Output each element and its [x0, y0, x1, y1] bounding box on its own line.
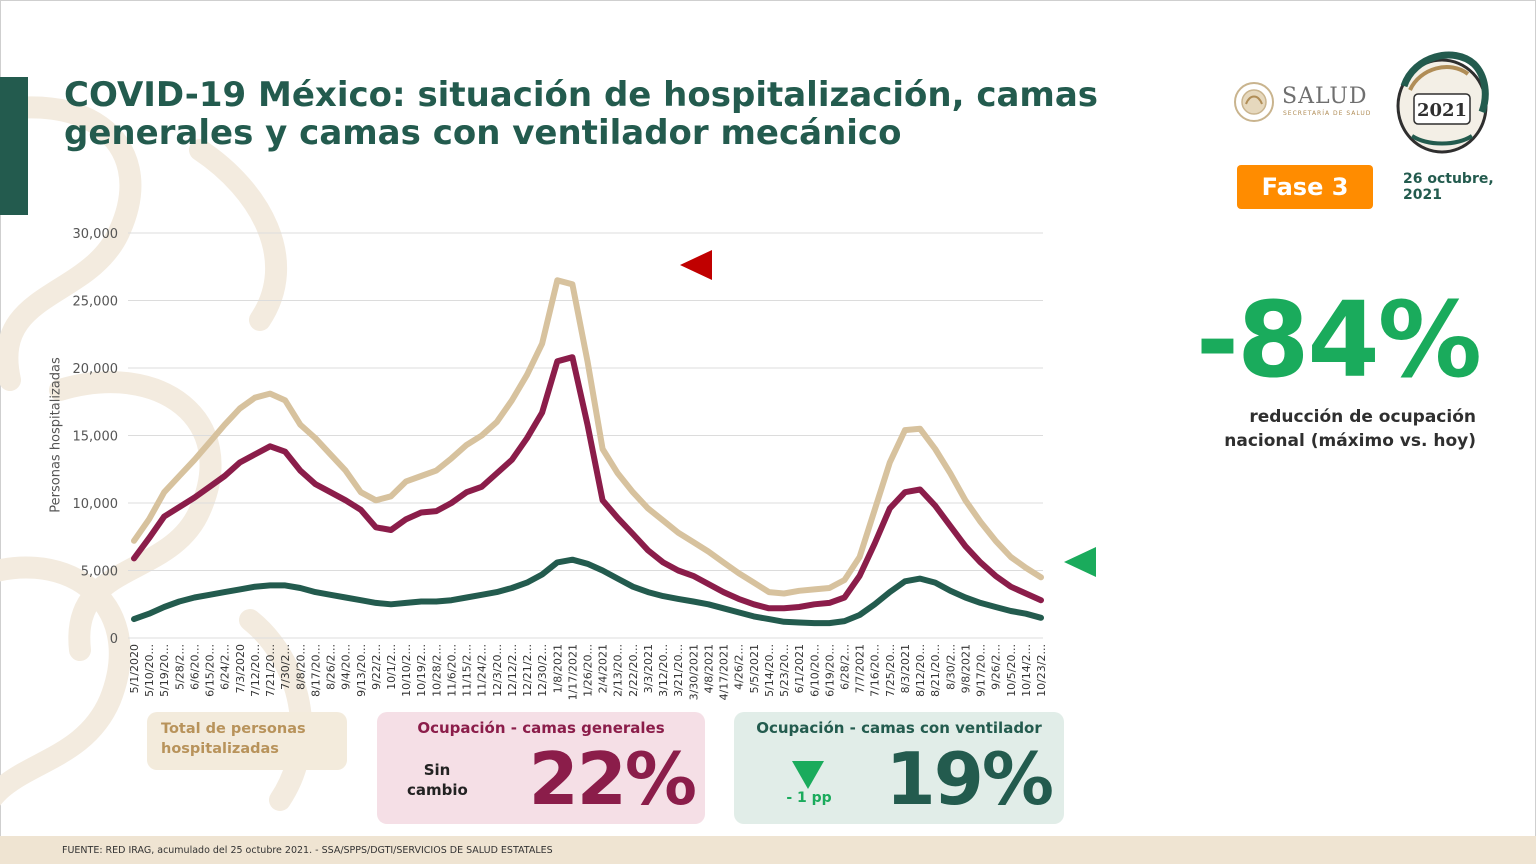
x-tick-label: 5/19/20...: [158, 644, 171, 697]
x-tick-label: 8/12/20...: [914, 644, 927, 697]
x-tick-label: 9/8/2021: [959, 644, 972, 693]
decrease-marker-icon: [1064, 547, 1096, 577]
x-tick-label: 10/23/2...: [1035, 644, 1048, 697]
y-tick-label: 30,000: [73, 227, 119, 242]
general-beds-value: 22%: [528, 737, 697, 821]
x-tick-label: 4/17/2021: [718, 644, 731, 700]
down-arrow-icon: [792, 761, 824, 789]
legend-total-label: Total de personas hospitalizadas: [161, 721, 306, 757]
salud-logo-text: SALUD: [1282, 84, 1368, 109]
x-tick-label: 10/14/2...: [1020, 644, 1033, 697]
series-line-total: [131, 277, 1044, 597]
x-tick-label: 3/3/2021: [642, 644, 655, 693]
svg-text:2021: 2021: [1417, 100, 1467, 121]
x-tick-label: 3/21/20...: [672, 644, 685, 697]
salud-logo-subtext: SECRETARÍA DE SALUD: [1283, 110, 1372, 117]
x-tick-label: 9/13/20...: [355, 644, 368, 697]
x-tick-label: 8/17/20...: [309, 644, 322, 697]
phase-badge: Fase 3: [1237, 165, 1373, 209]
x-tick-label: 6/6/20...: [188, 644, 201, 690]
ventilator-beds-value: 19%: [885, 737, 1054, 821]
footer: FUENTE: RED IRAG, acumulado del 25 octub…: [0, 836, 1536, 864]
x-tick-label: 3/12/20...: [657, 644, 670, 697]
x-tick-label: 3/30/2021: [687, 644, 700, 700]
ventilator-beds-label: Ocupación - camas con ventilador: [756, 719, 1042, 737]
x-tick-label: 1/26/20...: [582, 644, 595, 697]
x-tick-label: 10/10/2...: [400, 644, 413, 697]
ventilator-beds-box: Ocupación - camas con ventilador - 1 pp …: [734, 712, 1064, 824]
x-tick-label: 7/3/2020: [234, 644, 247, 693]
x-tick-label: 6/15/20...: [204, 644, 217, 697]
x-tick-label: 12/21/2...: [521, 644, 534, 697]
x-tick-label: 7/25/20...: [884, 644, 897, 697]
x-tick-label: 4/26/2...: [733, 644, 746, 690]
background-pattern: [0, 96, 313, 811]
x-tick-label: 2/4/2021: [597, 644, 610, 693]
x-tick-label: 8/21/20...: [929, 644, 942, 697]
mexico-2021-logo: 2021: [1396, 51, 1489, 154]
x-tick-label: 8/30/2...: [944, 644, 957, 690]
x-tick-label: 8/26/2...: [325, 644, 338, 690]
y-tick-label: 20,000: [73, 362, 119, 377]
x-tick-label: 8/8/20...: [294, 644, 307, 690]
x-tick-label: 12/12/2...: [506, 644, 519, 697]
x-tick-label: 4/8/2021: [702, 644, 715, 693]
kpi-reduction-description: reducción de ocupación nacional (máximo …: [1224, 407, 1476, 451]
x-tick-label: 5/23/20...: [778, 644, 791, 697]
x-tick-label: 11/24/2...: [476, 644, 489, 697]
x-tick-label: 5/5/2021: [748, 644, 761, 693]
salud-logo: [1234, 82, 1274, 122]
x-tick-label: 2/22/20...: [627, 644, 640, 697]
x-tick-label: 5/10/20...: [143, 644, 156, 697]
x-tick-label: 11/6/20...: [445, 644, 458, 697]
y-tick-label: 5,000: [81, 565, 118, 580]
x-tick-label: 10/19/2...: [415, 644, 428, 697]
series-line-general: [131, 354, 1044, 612]
x-tick-label: 6/1/2021: [793, 644, 806, 693]
general-beds-label: Ocupación - camas generales: [417, 719, 665, 737]
x-tick-label: 12/3/20...: [491, 644, 504, 697]
increase-marker-icon: [680, 250, 712, 280]
report-date: 26 octubre, 2021: [1403, 171, 1494, 203]
x-tick-label: 1/8/2021: [551, 644, 564, 693]
x-tick-label: 6/10/20...: [808, 644, 821, 697]
x-tick-label: 7/12/20...: [249, 644, 262, 697]
x-tick-label: 7/16/20...: [869, 644, 882, 697]
y-tick-label: 15,000: [73, 430, 119, 445]
y-tick-label: 25,000: [73, 295, 119, 310]
y-tick-label: 0: [110, 632, 118, 647]
x-tick-label: 7/21/20...: [264, 644, 277, 697]
x-tick-label: 7/7/2021: [854, 644, 867, 693]
general-beds-box: Ocupación - camas generales Sin cambio 2…: [377, 712, 705, 824]
y-tick-label: 10,000: [73, 497, 119, 512]
x-tick-label: 10/5/20...: [1005, 644, 1018, 697]
accent-bar: [0, 77, 28, 215]
x-tick-label: 9/26/2...: [990, 644, 1003, 690]
x-tick-label: 7/30/2...: [279, 644, 292, 690]
page-title: COVID-19 México: situación de hospitaliz…: [64, 75, 1099, 153]
ventilator-beds-change: - 1 pp: [786, 790, 832, 806]
legend-total-box: Total de personas hospitalizadas: [147, 712, 347, 770]
x-tick-label: 9/22/2...: [370, 644, 383, 690]
x-tick-label: 10/1/2...: [385, 644, 398, 690]
x-tick-label: 12/30/2...: [536, 644, 549, 697]
general-beds-change: Sin cambio: [407, 761, 468, 799]
x-tick-label: 5/1/2020: [128, 644, 141, 693]
x-tick-label: 6/28/2...: [838, 644, 851, 690]
x-tick-label: 10/28/2...: [430, 644, 443, 697]
x-tick-label: 9/17/20...: [975, 644, 988, 697]
x-tick-label: 9/4/20...: [340, 644, 353, 690]
x-tick-label: 1/17/2021: [566, 644, 579, 700]
x-tick-label: 6/24/2...: [219, 644, 232, 690]
x-tick-label: 6/19/20...: [823, 644, 836, 697]
x-tick-label: 5/14/20...: [763, 644, 776, 697]
x-tick-label: 11/15/2...: [461, 644, 474, 697]
footer-source: FUENTE: RED IRAG, acumulado del 25 octub…: [62, 845, 553, 856]
x-tick-label: 2/13/20...: [612, 644, 625, 697]
x-tick-label: 5/28/2...: [173, 644, 186, 690]
series-line-ventilator: [131, 556, 1044, 627]
kpi-reduction-value: -84%: [1195, 279, 1482, 401]
x-tick-label: 8/3/2021: [899, 644, 912, 693]
